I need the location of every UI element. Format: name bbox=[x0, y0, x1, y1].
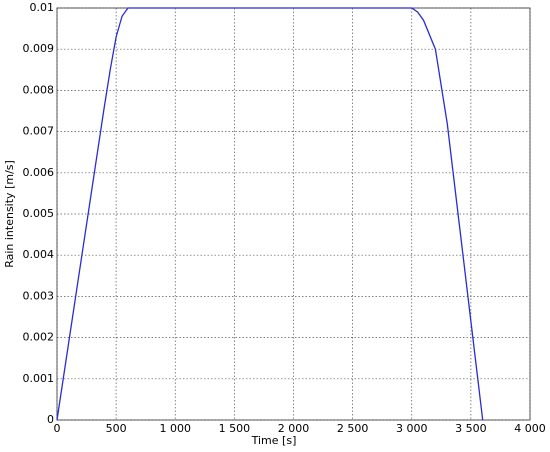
y-tick-label: 0.002 bbox=[23, 331, 55, 344]
x-tick-label: 3 500 bbox=[455, 422, 487, 435]
x-tick-label: 2 500 bbox=[337, 422, 369, 435]
y-tick-label: 0.005 bbox=[23, 207, 55, 220]
y-tick-label: 0.01 bbox=[30, 1, 55, 14]
y-tick-label: 0.007 bbox=[23, 125, 55, 138]
y-tick-label: 0.001 bbox=[23, 372, 55, 385]
y-tick-label: 0 bbox=[47, 413, 54, 426]
y-tick-label: 0.003 bbox=[23, 289, 55, 302]
x-tick-label: 1 000 bbox=[160, 422, 192, 435]
x-tick-label: 1 500 bbox=[219, 422, 251, 435]
data-line bbox=[56, 7, 484, 421]
x-tick-label: 2 000 bbox=[278, 422, 310, 435]
x-tick-label: 0 bbox=[54, 422, 61, 435]
y-tick-label: 0.009 bbox=[23, 42, 55, 55]
y-axis-label: Rain intensity [m/s] bbox=[3, 160, 16, 268]
x-tick-label: 4 000 bbox=[514, 422, 546, 435]
x-axis-label: Time [s] bbox=[251, 434, 297, 447]
x-tick-label: 500 bbox=[106, 422, 127, 435]
y-tick-label: 0.006 bbox=[23, 166, 55, 179]
y-tick-label: 0.004 bbox=[23, 248, 55, 261]
y-tick-label: 0.008 bbox=[23, 83, 55, 96]
x-tick-label: 3 000 bbox=[396, 422, 428, 435]
